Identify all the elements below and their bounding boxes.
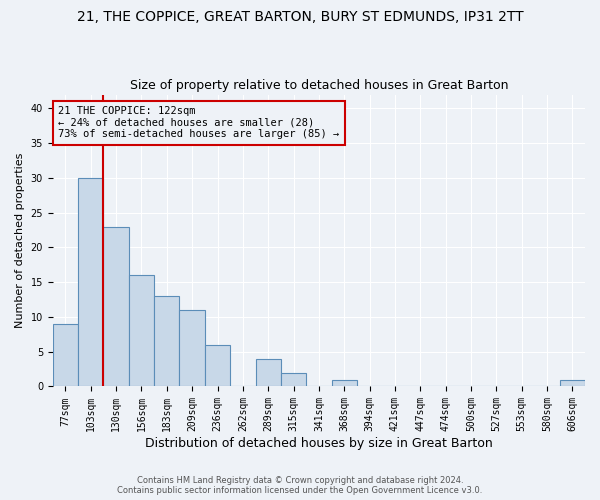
Bar: [78, 178, 103, 386]
Bar: [179, 310, 205, 386]
Bar: [256, 358, 281, 386]
Bar: [332, 380, 357, 386]
Text: 21 THE COPPICE: 122sqm
← 24% of detached houses are smaller (28)
73% of semi-det: 21 THE COPPICE: 122sqm ← 24% of detached…: [58, 106, 340, 140]
Text: 21, THE COPPICE, GREAT BARTON, BURY ST EDMUNDS, IP31 2TT: 21, THE COPPICE, GREAT BARTON, BURY ST E…: [77, 10, 523, 24]
Bar: [154, 296, 179, 386]
Text: Contains HM Land Registry data © Crown copyright and database right 2024.
Contai: Contains HM Land Registry data © Crown c…: [118, 476, 482, 495]
Bar: [560, 380, 585, 386]
Bar: [53, 324, 78, 386]
Title: Size of property relative to detached houses in Great Barton: Size of property relative to detached ho…: [130, 79, 508, 92]
Bar: [103, 226, 129, 386]
Bar: [281, 372, 306, 386]
Y-axis label: Number of detached properties: Number of detached properties: [15, 153, 25, 328]
Bar: [129, 276, 154, 386]
X-axis label: Distribution of detached houses by size in Great Barton: Distribution of detached houses by size …: [145, 437, 493, 450]
Bar: [205, 345, 230, 387]
